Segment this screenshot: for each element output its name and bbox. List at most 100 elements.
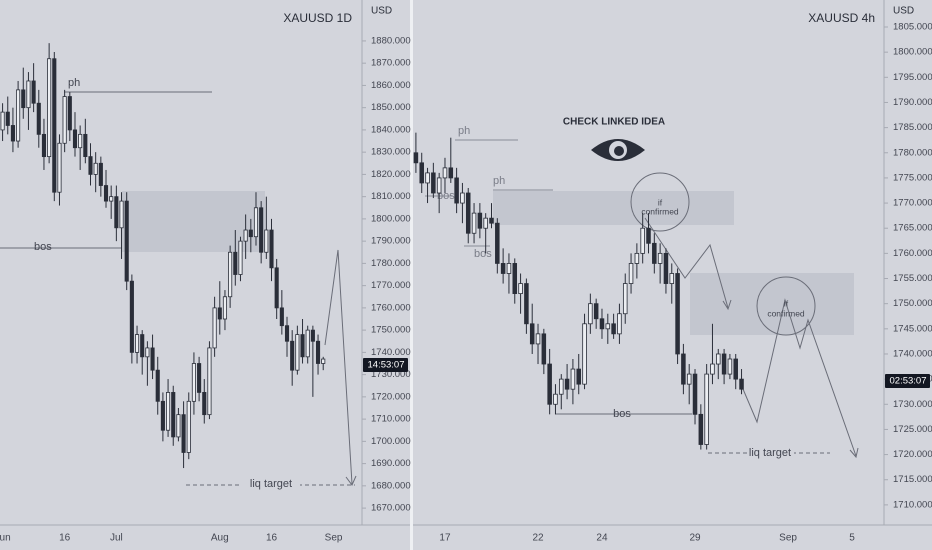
x-tick-label: Jul (110, 533, 123, 544)
annotation: liq target (250, 478, 292, 490)
x-tick-label: 16 (266, 533, 278, 544)
y-tick-label: 1795.000 (893, 72, 932, 83)
annotation: if (784, 298, 789, 308)
candle-body (98, 162, 103, 186)
candle-body (243, 229, 248, 242)
y-tick-label: 1775.000 (893, 172, 932, 183)
y-tick-label: 1700.000 (371, 436, 411, 447)
candle-body (300, 334, 305, 358)
currency: USD (893, 6, 914, 17)
candle-body (295, 334, 300, 371)
y-tick-label: 1770.000 (893, 198, 932, 209)
y-tick-label: 1740.000 (893, 348, 932, 359)
candle-body (57, 142, 62, 193)
x-tick-label: 17 (439, 533, 451, 544)
candle-body (62, 96, 67, 144)
annotation: ph (493, 175, 505, 187)
candle-body (716, 353, 721, 365)
y-tick-label: 1790.000 (371, 236, 411, 247)
candle-body (675, 273, 680, 355)
y-tick-label: 1750.000 (893, 298, 932, 309)
candle-body (228, 251, 233, 298)
y-tick-label: 1880.000 (371, 35, 411, 46)
headline[interactable]: CHECK LINKED IDEA (563, 117, 665, 128)
candle-body (454, 177, 459, 204)
x-tick-label: Sep (325, 533, 343, 544)
candle-body (489, 217, 494, 224)
candle-body (721, 353, 727, 375)
candle-body (21, 89, 26, 109)
candle-body (78, 133, 83, 149)
candle-body (269, 229, 274, 269)
annotation: bos (34, 241, 52, 253)
arrowhead (849, 447, 859, 459)
candle-body (31, 80, 36, 104)
x-tick-label: 22 (532, 533, 544, 544)
timer: 02:53:07 (890, 376, 927, 387)
y-tick-label: 1765.000 (893, 223, 932, 234)
candle-body (413, 152, 419, 164)
candle-body (727, 358, 733, 375)
y-tick-label: 1870.000 (371, 58, 411, 69)
candle-body (233, 251, 238, 275)
candle-body (181, 414, 186, 453)
candle-body (93, 162, 98, 175)
y-tick-label: 1810.000 (371, 191, 411, 202)
candle-body (315, 340, 321, 364)
candle-body (238, 240, 243, 275)
candle-body (512, 263, 518, 295)
candle-body (217, 307, 222, 320)
candle-body (634, 252, 640, 264)
candle-body (10, 125, 15, 142)
candle-body (570, 368, 576, 390)
candle-body (483, 217, 488, 229)
candle-body (547, 363, 552, 405)
y-tick-label: 1715.000 (893, 474, 932, 485)
candle-body (191, 363, 196, 402)
arrowhead (722, 299, 732, 311)
candle-body (166, 392, 171, 431)
candle-body (500, 263, 506, 274)
y-tick-label: 1670.000 (371, 503, 411, 514)
y-tick-label: 1690.000 (371, 458, 411, 469)
y-tick-label: 1725.000 (893, 424, 932, 435)
eye-pupil (614, 146, 624, 156)
candle-body (553, 393, 558, 405)
panel-divider (410, 0, 413, 550)
candle-body (83, 133, 88, 158)
candle-body (171, 392, 176, 438)
candle-body (72, 129, 78, 149)
zone (690, 273, 854, 335)
y-tick-label: 1760.000 (371, 302, 411, 313)
y-tick-label: 1805.000 (893, 22, 932, 33)
y-tick-label: 1730.000 (893, 399, 932, 410)
zone (493, 191, 734, 225)
candle-body (140, 334, 145, 358)
y-tick-label: 1710.000 (371, 414, 411, 425)
candle-body (448, 167, 454, 179)
candle-body (36, 102, 41, 135)
candle-body (704, 373, 709, 445)
candle-body (669, 273, 675, 284)
candle-body (576, 368, 581, 385)
candle-body (559, 378, 564, 395)
y-tick-label: 1770.000 (371, 280, 411, 291)
projection (324, 249, 353, 485)
candle-body (692, 373, 698, 415)
candle-body (222, 296, 228, 320)
candle-body (663, 252, 669, 284)
candle-body (103, 185, 109, 202)
x-tick-label: 5 (849, 533, 855, 544)
candle-body (109, 196, 114, 202)
timer-box (363, 358, 408, 372)
candle-body (611, 323, 616, 335)
candle-body (305, 329, 310, 358)
y-tick-label: 1720.000 (893, 449, 932, 460)
candle-body (518, 283, 523, 295)
y-tick-label: 1760.000 (893, 248, 932, 259)
candle-body (564, 378, 570, 390)
y-tick-label: 1800.000 (371, 213, 411, 224)
candle-body (628, 263, 634, 284)
candle-body (52, 58, 57, 193)
candle-body (212, 307, 217, 349)
